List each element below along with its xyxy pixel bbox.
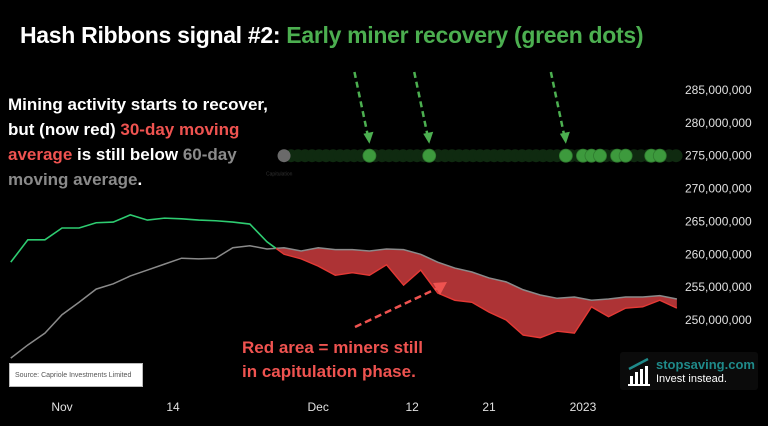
title-prefix: Hash Ribbons signal #2: bbox=[20, 22, 287, 48]
logo-name: stopsaving.com bbox=[656, 357, 755, 372]
recovery-signal-dot bbox=[558, 148, 573, 163]
y-tick-label: 275,000,000 bbox=[685, 149, 752, 163]
x-tick-label: Dec bbox=[308, 400, 329, 414]
annotation-text: Mining activity starts to recover, but (… bbox=[8, 92, 273, 192]
y-tick-label: 280,000,000 bbox=[685, 116, 752, 130]
capitulation-dot bbox=[277, 149, 291, 163]
note-part3: is still below bbox=[72, 145, 183, 164]
red-area-annotation: Red area = miners still in capitulation p… bbox=[242, 336, 423, 384]
note-part1: Mining activity starts to recover, but (… bbox=[8, 95, 268, 139]
source-label: Source: Capriole Investments Limited bbox=[9, 363, 143, 387]
recovery-signal-dot bbox=[593, 148, 607, 163]
y-tick-label: 255,000,000 bbox=[685, 280, 752, 294]
x-tick-label: 14 bbox=[166, 400, 180, 414]
y-tick-label: 270,000,000 bbox=[685, 182, 752, 196]
y-tick-label: 265,000,000 bbox=[685, 214, 752, 228]
recovery-signal-dot bbox=[652, 148, 667, 163]
red-annotation-line1: Red area = miners still bbox=[242, 338, 423, 357]
x-tick-label: 2023 bbox=[570, 400, 597, 414]
x-tick-label: 12 bbox=[405, 400, 419, 414]
y-tick-label: 260,000,000 bbox=[685, 247, 752, 261]
capitulation-area bbox=[275, 247, 677, 338]
signal-arrow-line bbox=[353, 71, 369, 134]
signal-track-dot bbox=[669, 149, 683, 163]
recovery-signal-dot bbox=[618, 148, 633, 163]
series-30day-ma-line-below bbox=[275, 247, 678, 339]
stopsaving-logo: stopsaving.com Invest instead. bbox=[620, 352, 758, 390]
note-30day: 30-day moving average bbox=[8, 120, 240, 164]
chart-title: Hash Ribbons signal #2: Early miner reco… bbox=[20, 22, 644, 49]
y-tick-label: 250,000,000 bbox=[685, 313, 752, 327]
red-area-arrow-head bbox=[433, 282, 447, 295]
signal-arrow-line bbox=[549, 71, 566, 134]
bar-chart-icon bbox=[628, 357, 650, 386]
x-tick-label: Nov bbox=[51, 400, 72, 414]
note-60day: 60-day moving average bbox=[8, 145, 237, 189]
recovery-signal-dot bbox=[422, 148, 437, 163]
signal-arrow-head bbox=[423, 131, 434, 144]
y-tick-label: 285,000,000 bbox=[685, 83, 752, 97]
title-highlight: Early miner recovery (green dots) bbox=[286, 22, 644, 48]
signal-arrow-head bbox=[559, 131, 570, 144]
note-part5: . bbox=[137, 170, 143, 189]
series-30day-ma-line-above bbox=[10, 213, 277, 263]
signal-arrow-line bbox=[412, 71, 429, 134]
red-area-arrow-line bbox=[354, 286, 439, 329]
series-60day-ma-line bbox=[10, 244, 678, 359]
red-annotation-line2: in capitulation phase. bbox=[242, 362, 416, 381]
recovery-signal-dot bbox=[362, 148, 377, 163]
capitulation-label: Capitulation bbox=[266, 172, 293, 178]
x-tick-label: 21 bbox=[482, 400, 496, 414]
signal-arrow-head bbox=[363, 131, 374, 144]
logo-tagline: Invest instead. bbox=[656, 373, 727, 385]
